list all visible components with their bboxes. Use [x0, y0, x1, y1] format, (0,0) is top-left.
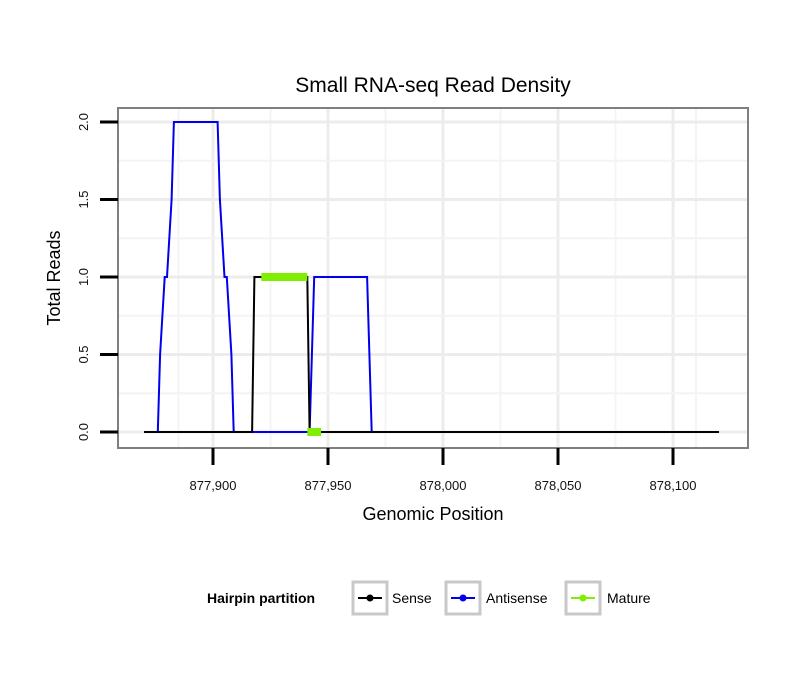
- y-axis: 0.0 0.5 1.0 1.5 2.0: [76, 113, 118, 441]
- legend-label-sense: Sense: [392, 590, 432, 606]
- x-tick-label: 878,050: [535, 478, 582, 493]
- chart-title: Small RNA-seq Read Density: [295, 74, 571, 97]
- series-antisense-line: [156, 121, 374, 433]
- x-tick-label: 878,100: [650, 478, 697, 493]
- y-tick-label: 0.0: [76, 423, 91, 441]
- legend-key-point: [579, 594, 587, 602]
- legend-title: Hairpin partition: [207, 590, 315, 606]
- x-axis: 877,900 877,950 878,000 878,050 878,100: [190, 448, 697, 493]
- series-lines: [144, 121, 719, 436]
- legend-label-mature: Mature: [607, 590, 651, 606]
- x-tick-label: 878,000: [420, 478, 467, 493]
- legend: Hairpin partition Sense Antisense Mature: [207, 580, 651, 616]
- y-axis-title: Total Reads: [44, 230, 64, 325]
- x-tick-label: 877,950: [305, 478, 352, 493]
- legend-key-point: [459, 594, 467, 602]
- y-tick-label: 1.0: [76, 268, 91, 286]
- x-tick-label: 877,900: [190, 478, 237, 493]
- legend-key-point: [366, 594, 374, 602]
- y-tick-label: 2.0: [76, 113, 91, 131]
- legend-label-antisense: Antisense: [486, 590, 548, 606]
- y-tick-label: 0.5: [76, 345, 91, 363]
- y-tick-label: 1.5: [76, 190, 91, 208]
- x-axis-title: Genomic Position: [362, 504, 503, 524]
